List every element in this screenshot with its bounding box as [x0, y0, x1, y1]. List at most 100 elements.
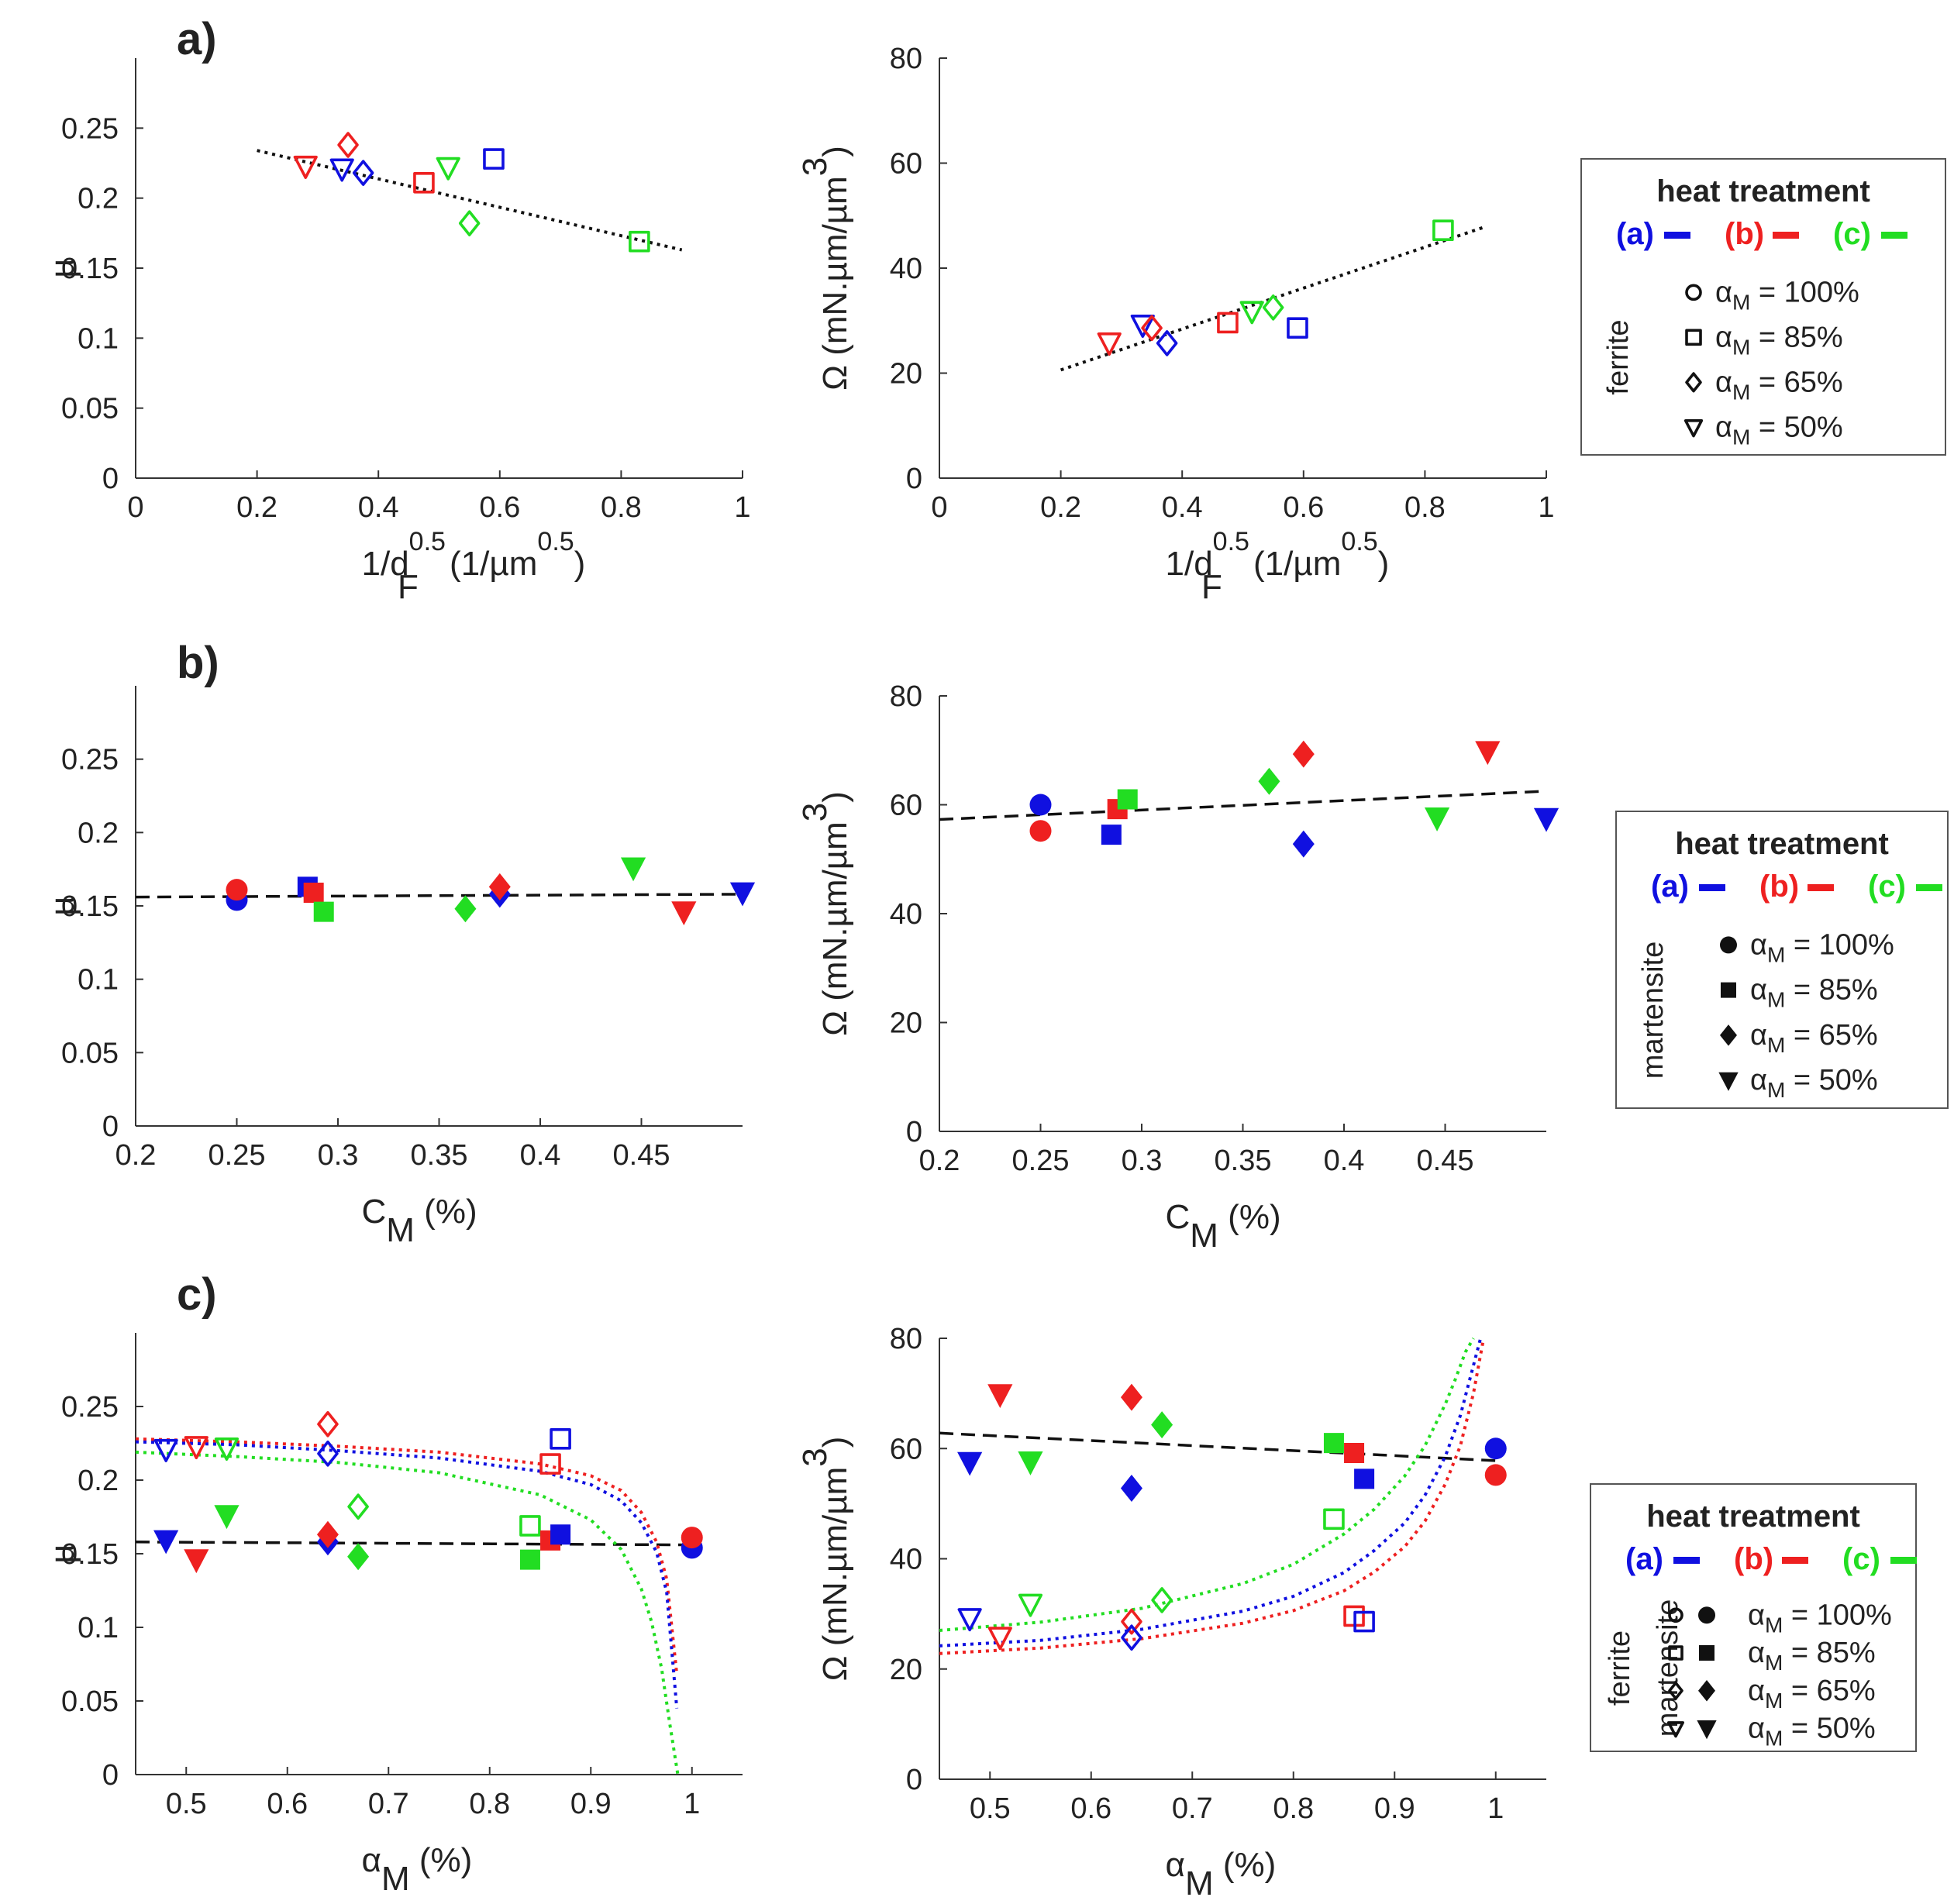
data-point-a-circle-filled — [1029, 794, 1052, 816]
trend-line-dashed — [136, 893, 743, 899]
data-point-c-triangle-open — [1239, 301, 1264, 325]
y-tick-label: 40 — [890, 1544, 922, 1576]
data-point-c-square-open — [629, 230, 650, 253]
legend-ht-b: (b) — [1734, 1542, 1773, 1576]
data-point-b-square-open — [1217, 312, 1239, 334]
data-point-c-diamond-filled — [454, 895, 477, 923]
legend-b: heat treatment (a) (b) (c) martensite αM = 10… — [1615, 811, 1949, 1109]
data-point-b-diamond-open — [1141, 315, 1163, 342]
x-tick-label: 0.3 — [1122, 1145, 1163, 1177]
legend-item-3: αM = 50% — [1715, 411, 1843, 449]
data-point-a-circle-filled — [1484, 1437, 1507, 1460]
legend-group-martensite: martensite — [1652, 1599, 1684, 1737]
x-tick-label: 0.2 — [115, 1139, 157, 1172]
legend-group-martensite: martensite — [1637, 942, 1670, 1079]
x-tick-label: 0.4 — [1162, 491, 1203, 524]
x-tick-label: 0.5 — [970, 1792, 1011, 1825]
chart-b-right: 0.2 0.25 0.3 0.35 0.4 0.45 0 20 40 60 80 CM (%) Ω (m… — [796, 680, 1559, 1255]
data-point-a-square-open — [1287, 317, 1308, 339]
data-point-a-square-filled — [1354, 1468, 1375, 1489]
data-point-c-diamond-filled — [1151, 1411, 1173, 1439]
data-point-a-square-open — [1353, 1610, 1375, 1633]
legend-marker-square — [1721, 982, 1736, 998]
x-tick-label: 0.8 — [1404, 491, 1446, 524]
legend-ht-a: (a) — [1616, 217, 1654, 251]
legend-marker-circle-filled — [1698, 1606, 1715, 1624]
data-point-b-circle-filled — [226, 879, 248, 901]
trend-line-dashed — [136, 1541, 692, 1547]
legend-marker-circle-open — [1668, 1607, 1683, 1623]
data-point-a-square-filled — [550, 1524, 571, 1545]
panel-label-c: c) — [177, 1269, 217, 1320]
chart-c-left: 0.5 0.6 0.7 0.8 0.9 1 0 0.05 0.1 0.15 0.2 0.25 αM (%… — [43, 1333, 743, 1898]
x-axis-label: 1/d0.5 F (1/µm0.5) — [362, 527, 586, 606]
trend-line-dotted-a — [939, 1338, 1483, 1647]
legend-marker-diamond — [1720, 1024, 1737, 1046]
data-point-a-diamond-open — [1156, 330, 1178, 356]
data-point-b-square-filled — [1344, 1442, 1365, 1463]
chart-c-right: 0.5 0.6 0.7 0.8 0.9 1 0 20 40 60 80 αM (%) Ω (mN.µm/… — [796, 1323, 1546, 1902]
data-point-a-diamond-filled — [1120, 1474, 1142, 1502]
data-point-c-square-open — [1432, 219, 1454, 242]
legend-swatch-c — [1881, 232, 1907, 239]
legend-marker-diamond-filled — [1698, 1680, 1715, 1702]
legend-box — [1615, 811, 1949, 1109]
legend-swatch-b — [1773, 232, 1799, 239]
data-point-b-triangle-filled — [184, 1549, 209, 1574]
trend-line-dashed — [939, 790, 1546, 821]
data-point-b-diamond-filled — [1120, 1383, 1142, 1411]
legend-swatch-a — [1699, 884, 1725, 891]
data-point-b-triangle-filled — [1475, 741, 1501, 766]
x-tick-label: 0.6 — [1070, 1792, 1111, 1825]
legend-swatch-b — [1808, 884, 1834, 891]
y-tick-label: 0 — [906, 1116, 922, 1148]
legend-marker-triangle — [1683, 418, 1704, 438]
data-point-a-square-filled — [1101, 825, 1122, 845]
data-point-c-square-filled — [1323, 1433, 1344, 1454]
data-point-b-square-open — [1343, 1605, 1365, 1627]
legend-item-1: αM = 85% — [1748, 1637, 1876, 1675]
panel-label-a: a) — [177, 14, 217, 64]
trend-line-dotted-b — [939, 1338, 1486, 1655]
x-tick-label: 0.4 — [358, 491, 399, 524]
legend-box — [1590, 1483, 1917, 1752]
x-tick-label: 0.25 — [1012, 1145, 1070, 1177]
data-point-b-triangle-open — [293, 155, 318, 179]
legend-group-ferrite: ferrite — [1604, 1630, 1636, 1706]
x-tick-label: 0 — [931, 491, 947, 524]
legend-box — [1580, 158, 1946, 456]
data-point-a-triangle-filled — [153, 1530, 179, 1555]
panel-label-b: b) — [177, 638, 219, 688]
y-tick-label: 0.05 — [61, 1037, 119, 1069]
legend-marker-square-filled — [1699, 1645, 1714, 1661]
x-tick-label: 0.45 — [1417, 1145, 1474, 1177]
data-point-c-triangle-open — [1018, 1593, 1043, 1617]
data-point-c-diamond-filled — [1258, 767, 1280, 795]
legend-group-ferrite: ferrite — [1602, 319, 1635, 394]
legend-ht-a: (a) — [1625, 1542, 1663, 1576]
x-tick-label: 0.8 — [469, 1788, 510, 1820]
y-tick-label: 0.25 — [61, 744, 119, 776]
y-axis-label: Ω (mN.µm/µm3) — [796, 1437, 854, 1682]
data-point-c-square-filled — [519, 1549, 540, 1570]
x-tick-label: 1 — [684, 1788, 700, 1820]
data-point-c-diamond-open — [1151, 1587, 1173, 1613]
y-tick-label: 0.2 — [78, 817, 119, 849]
data-point-a-square-open — [483, 148, 505, 170]
x-tick-label: 0.2 — [1040, 491, 1081, 524]
data-point-c-diamond-open — [458, 210, 481, 236]
x-tick-label: 0.2 — [236, 491, 277, 524]
legend-title: heat treatment — [1675, 827, 1889, 861]
data-point-a-square-open — [550, 1428, 571, 1450]
legend-marker-diamond — [1685, 372, 1702, 393]
legend-marker-circle — [1685, 284, 1702, 301]
x-tick-label: 0.6 — [1283, 491, 1324, 524]
y-tick-label: 0.1 — [78, 1612, 119, 1644]
x-tick-label: 0.7 — [1172, 1792, 1213, 1825]
data-point-c-triangle-open — [436, 157, 460, 181]
y-tick-label: 60 — [890, 148, 922, 181]
legend-marker-square-open — [1668, 1645, 1683, 1661]
x-tick-label: 0.35 — [411, 1139, 468, 1172]
legend-ht-a: (a) — [1651, 869, 1689, 904]
trend-line-dotted-trend — [257, 149, 683, 252]
